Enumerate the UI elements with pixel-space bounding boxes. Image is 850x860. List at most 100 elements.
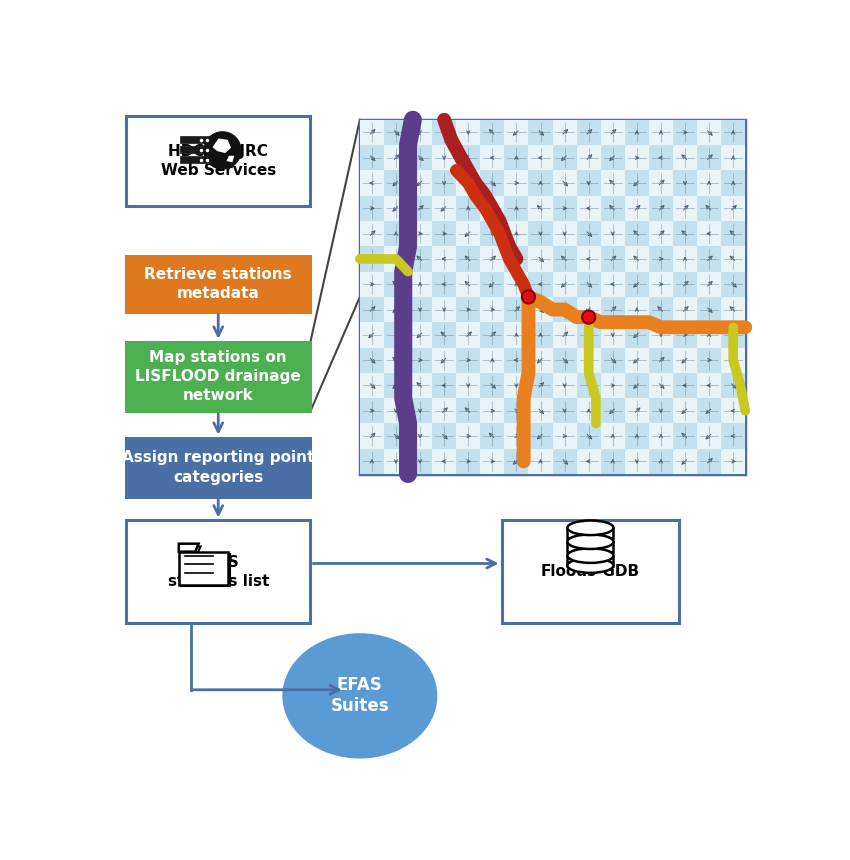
FancyBboxPatch shape (601, 272, 625, 297)
FancyBboxPatch shape (480, 322, 504, 347)
FancyBboxPatch shape (697, 423, 721, 449)
FancyBboxPatch shape (529, 196, 553, 221)
FancyBboxPatch shape (504, 398, 529, 423)
FancyBboxPatch shape (360, 120, 745, 474)
FancyBboxPatch shape (673, 145, 697, 170)
FancyBboxPatch shape (576, 398, 601, 423)
FancyBboxPatch shape (384, 170, 408, 196)
FancyBboxPatch shape (456, 347, 480, 373)
FancyBboxPatch shape (721, 449, 745, 474)
FancyBboxPatch shape (721, 322, 745, 347)
Circle shape (204, 132, 241, 169)
FancyBboxPatch shape (360, 322, 384, 347)
FancyBboxPatch shape (576, 120, 601, 145)
FancyBboxPatch shape (601, 221, 625, 246)
FancyBboxPatch shape (456, 449, 480, 474)
Ellipse shape (284, 635, 435, 757)
FancyBboxPatch shape (552, 221, 576, 246)
FancyBboxPatch shape (568, 528, 614, 538)
FancyBboxPatch shape (432, 373, 456, 398)
FancyBboxPatch shape (384, 145, 408, 170)
FancyBboxPatch shape (625, 170, 649, 196)
FancyBboxPatch shape (649, 170, 673, 196)
FancyBboxPatch shape (504, 423, 529, 449)
FancyBboxPatch shape (480, 221, 504, 246)
FancyBboxPatch shape (126, 438, 310, 497)
FancyBboxPatch shape (480, 449, 504, 474)
FancyBboxPatch shape (721, 423, 745, 449)
FancyBboxPatch shape (721, 246, 745, 272)
FancyBboxPatch shape (480, 170, 504, 196)
FancyBboxPatch shape (529, 145, 553, 170)
Ellipse shape (568, 558, 614, 573)
FancyBboxPatch shape (552, 297, 576, 322)
FancyBboxPatch shape (360, 196, 384, 221)
FancyBboxPatch shape (601, 145, 625, 170)
FancyBboxPatch shape (552, 449, 576, 474)
FancyBboxPatch shape (697, 322, 721, 347)
Text: Retrieve stations
metadata: Retrieve stations metadata (144, 267, 292, 301)
FancyBboxPatch shape (721, 120, 745, 145)
FancyBboxPatch shape (673, 246, 697, 272)
FancyBboxPatch shape (552, 246, 576, 272)
FancyBboxPatch shape (126, 255, 310, 312)
FancyBboxPatch shape (649, 423, 673, 449)
FancyBboxPatch shape (408, 423, 432, 449)
Polygon shape (181, 554, 230, 587)
FancyBboxPatch shape (601, 423, 625, 449)
FancyBboxPatch shape (480, 423, 504, 449)
FancyBboxPatch shape (576, 221, 601, 246)
FancyBboxPatch shape (480, 398, 504, 423)
FancyBboxPatch shape (625, 423, 649, 449)
Text: Assign reporting point
categories: Assign reporting point categories (122, 451, 314, 484)
FancyBboxPatch shape (480, 373, 504, 398)
FancyBboxPatch shape (529, 246, 553, 272)
Circle shape (582, 310, 595, 323)
FancyBboxPatch shape (576, 297, 601, 322)
FancyBboxPatch shape (625, 221, 649, 246)
FancyBboxPatch shape (502, 520, 679, 623)
FancyBboxPatch shape (721, 221, 745, 246)
FancyBboxPatch shape (480, 246, 504, 272)
FancyBboxPatch shape (480, 272, 504, 297)
FancyBboxPatch shape (721, 145, 745, 170)
FancyBboxPatch shape (673, 398, 697, 423)
FancyBboxPatch shape (504, 120, 529, 145)
FancyBboxPatch shape (721, 297, 745, 322)
FancyBboxPatch shape (568, 556, 614, 566)
FancyBboxPatch shape (649, 347, 673, 373)
FancyBboxPatch shape (601, 347, 625, 373)
FancyBboxPatch shape (384, 297, 408, 322)
FancyBboxPatch shape (384, 373, 408, 398)
Polygon shape (178, 544, 199, 551)
FancyBboxPatch shape (504, 373, 529, 398)
Polygon shape (212, 138, 231, 153)
FancyBboxPatch shape (576, 246, 601, 272)
FancyBboxPatch shape (408, 373, 432, 398)
FancyBboxPatch shape (432, 145, 456, 170)
FancyBboxPatch shape (126, 341, 310, 411)
FancyBboxPatch shape (625, 398, 649, 423)
FancyBboxPatch shape (576, 449, 601, 474)
FancyBboxPatch shape (673, 120, 697, 145)
FancyBboxPatch shape (576, 322, 601, 347)
FancyBboxPatch shape (408, 246, 432, 272)
FancyBboxPatch shape (697, 373, 721, 398)
FancyBboxPatch shape (384, 398, 408, 423)
FancyBboxPatch shape (480, 145, 504, 170)
FancyBboxPatch shape (456, 120, 480, 145)
FancyBboxPatch shape (697, 297, 721, 322)
FancyBboxPatch shape (456, 322, 480, 347)
FancyBboxPatch shape (576, 423, 601, 449)
FancyBboxPatch shape (649, 196, 673, 221)
FancyBboxPatch shape (480, 196, 504, 221)
FancyBboxPatch shape (721, 373, 745, 398)
FancyBboxPatch shape (529, 297, 553, 322)
FancyBboxPatch shape (552, 347, 576, 373)
FancyBboxPatch shape (625, 272, 649, 297)
FancyBboxPatch shape (480, 297, 504, 322)
FancyBboxPatch shape (625, 373, 649, 398)
FancyBboxPatch shape (576, 145, 601, 170)
FancyBboxPatch shape (504, 272, 529, 297)
FancyBboxPatch shape (504, 449, 529, 474)
